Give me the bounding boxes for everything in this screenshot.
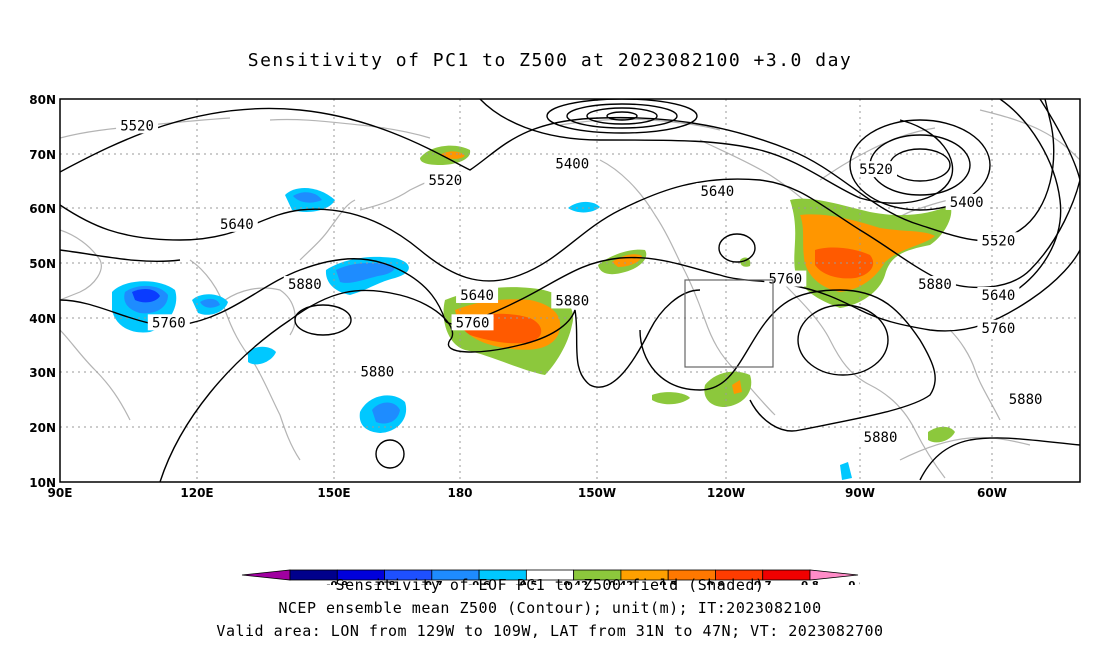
colorbar-cell — [809, 569, 859, 581]
contour-label: 5760 — [152, 315, 186, 331]
contour-label: 5400 — [950, 195, 984, 211]
y-axis: 80N 70N 60N 50N 40N 30N 20N 10N — [29, 93, 56, 490]
contour-label-bg — [945, 193, 988, 210]
contour-label: 5640 — [700, 184, 734, 200]
sensitivity-shading — [112, 145, 955, 480]
x-tick-label: 120W — [707, 486, 745, 500]
contour-label-bg — [116, 117, 159, 134]
x-tick-label: 120E — [180, 486, 213, 500]
x-tick-label: 150E — [317, 486, 350, 500]
map-frame — [59, 98, 1081, 483]
y-tick-label: 80N — [29, 93, 56, 107]
contour-label-bg — [977, 319, 1020, 336]
contour-label-bg — [551, 292, 594, 309]
colorbar-label: 0.42 — [609, 580, 634, 585]
colorbar-label: -0.7 — [421, 580, 443, 585]
contour-label: 5760 — [456, 315, 490, 331]
contour-label-bg — [215, 215, 258, 232]
colorbar-label: 0.7 — [754, 580, 772, 585]
contour-label: 5880 — [288, 277, 322, 293]
contour-label-bg — [551, 155, 594, 172]
contour-label-bg — [283, 276, 326, 293]
map-title: Sensitivity of PC1 to Z500 at 2023082100… — [247, 50, 853, 71]
y-tick-label: 10N — [29, 476, 56, 490]
contour-label: 5400 — [555, 157, 589, 173]
colorbar-label: -0.5 — [515, 580, 537, 585]
caption-shading: Sensitivity of EOF PC1 to Z500 field (Sh… — [335, 576, 765, 594]
contour-label-bg — [696, 183, 739, 200]
contour-label: 5880 — [360, 365, 394, 381]
contour-labels: 5520 5400 5520 5520 5640 5400 5640 5520 5760 5880… — [116, 117, 1047, 446]
contour-label-bg — [859, 429, 902, 446]
valid-area-box — [684, 279, 774, 368]
x-axis: 90E 120E 150E 180 150W 120W 90W 60W — [48, 486, 1007, 500]
contour-label: 5520 — [120, 118, 154, 134]
contour-label: 5520 — [428, 173, 462, 189]
contour-label: 5760 — [768, 272, 802, 288]
contour-label: 5760 — [982, 321, 1016, 337]
x-tick-label: 60W — [977, 486, 1007, 500]
contour-label-bg — [764, 270, 807, 287]
contour-label: 5880 — [918, 277, 952, 293]
contour-label-bg — [356, 363, 399, 380]
z500-contours — [60, 99, 1080, 482]
contour-label-bg — [913, 276, 956, 293]
colorbar-label: -0.42 — [559, 580, 588, 585]
contour-label: 5520 — [982, 233, 1016, 249]
contour-label: 5640 — [982, 288, 1016, 304]
contour-label-bg — [456, 286, 499, 303]
contour-label-bg — [1004, 390, 1047, 407]
contour-label-bg — [977, 232, 1020, 249]
colorbar: -0.9 -0.8 -0.7 -0.6 -0.5 -0.42 0.42 0.5 0.6 0.7 0.… — [241, 569, 860, 585]
y-tick-label: 50N — [29, 257, 56, 271]
caption-valid-area: Valid area: LON from 129W to 109W, LAT f… — [216, 622, 884, 640]
contour-label-bg — [451, 314, 494, 331]
contour-label: 5880 — [864, 430, 898, 446]
contour-label: 5640 — [460, 288, 494, 304]
colorbar-label: -0.6 — [468, 580, 490, 585]
y-tick-label: 40N — [29, 312, 56, 326]
contour-label: 5520 — [859, 162, 893, 178]
contour-label-bg — [424, 172, 467, 189]
contour-label: 5880 — [555, 293, 589, 309]
y-tick-label: 20N — [29, 421, 56, 435]
y-tick-label: 60N — [29, 202, 56, 216]
x-tick-label: 180 — [447, 486, 472, 500]
colorbar-label: 0.6 — [707, 580, 725, 585]
contour-label-bg — [977, 286, 1020, 303]
colorbar-label: -0.8 — [374, 580, 396, 585]
colorbar-label: 0.8 — [801, 580, 819, 585]
caption-contour: NCEP ensemble mean Z500 (Contour); unit(… — [278, 599, 822, 617]
colorbar-label: 0.5 — [659, 580, 677, 585]
contour-label: 5640 — [220, 217, 254, 233]
colorbar-label: -0.9 — [326, 580, 348, 585]
contour-label-bg — [147, 314, 190, 331]
y-tick-label: 70N — [29, 148, 56, 162]
y-tick-label: 30N — [29, 366, 56, 380]
x-tick-label: 90W — [845, 486, 875, 500]
colorbar-label: 0.9 — [848, 580, 860, 585]
x-tick-label: 90E — [48, 486, 73, 500]
contour-label: 5880 — [1009, 392, 1043, 408]
contour-label-bg — [855, 161, 897, 178]
x-tick-label: 150W — [578, 486, 616, 500]
